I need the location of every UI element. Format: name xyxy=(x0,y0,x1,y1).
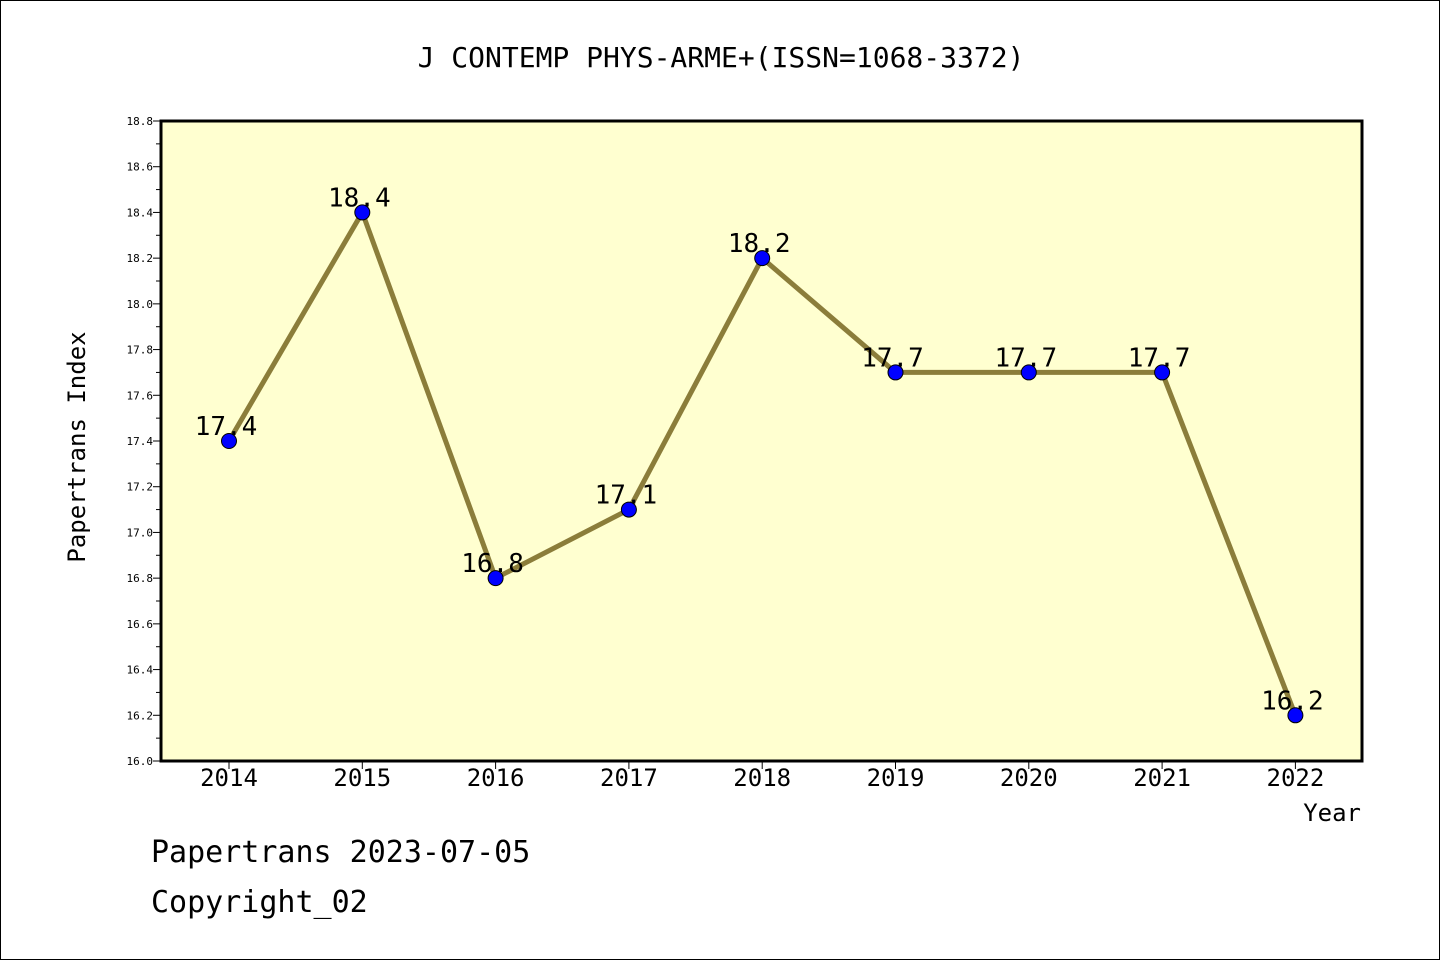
chart-title: J CONTEMP PHYS-ARME+(ISSN=1068-3372) xyxy=(418,41,1025,74)
x-axis-label: Year xyxy=(1303,799,1361,827)
series-line-group: 17.4 18.4 16.8 17.1 18.2 17.7 17.7 17.7 16.2 xyxy=(195,183,1324,724)
data-point-marker xyxy=(221,433,237,449)
data-label: 16.2 xyxy=(1261,686,1324,716)
data-point-marker xyxy=(487,570,504,587)
footer-date: Papertrans 2023-07-05 xyxy=(151,835,531,870)
data-point-marker xyxy=(754,250,771,267)
y-tick-label: 16.2 xyxy=(127,709,154,722)
y-tick-label: 16.8 xyxy=(127,572,154,585)
footer-copyright: Copyright_02 xyxy=(151,885,368,920)
y-tick-label: 18.0 xyxy=(127,298,154,311)
y-tick-label: 18.8 xyxy=(127,115,154,128)
x-tick-label: 2020 xyxy=(1000,764,1058,792)
y-tick-label: 17.4 xyxy=(127,435,154,448)
data-label: 17.7 xyxy=(1128,343,1191,373)
x-tick-label: 2016 xyxy=(467,764,525,792)
y-tick-label: 16.4 xyxy=(127,664,154,677)
x-tick-label: 2015 xyxy=(333,764,391,792)
data-label: 17.7 xyxy=(861,343,924,373)
y-tick-label: 16.0 xyxy=(127,755,154,768)
data-label: 18.4 xyxy=(328,183,391,213)
y-tick-label: 18.6 xyxy=(127,161,154,174)
x-tick-label: 2022 xyxy=(1267,764,1325,792)
x-axis: 2014 2015 2016 2017 2018 2019 2020 2021 2022 xyxy=(200,761,1324,792)
x-tick-label: 2018 xyxy=(733,764,791,792)
data-label: 18.2 xyxy=(728,229,791,259)
data-point-marker xyxy=(620,501,637,518)
y-tick-label: 18.2 xyxy=(127,252,154,265)
data-point-marker xyxy=(1154,364,1171,381)
data-label: 17.4 xyxy=(195,412,258,442)
y-tick-label: 17.0 xyxy=(127,526,154,539)
y-tick-label: 17.2 xyxy=(127,481,154,494)
y-axis-label: Papertrans Index xyxy=(63,331,91,562)
plot-area xyxy=(159,119,1364,763)
y-tick-label: 18.4 xyxy=(127,206,154,219)
y-tick-label: 17.6 xyxy=(127,389,154,402)
data-point-marker xyxy=(1287,707,1304,724)
y-axis: 16.0 16.2 16.4 16.6 16.8 17.0 17.2 17.4 17.6 17.8… xyxy=(127,115,161,768)
data-point-marker xyxy=(887,364,904,381)
x-tick-label: 2021 xyxy=(1133,764,1191,792)
data-label: 16.8 xyxy=(461,549,524,579)
x-tick-label: 2019 xyxy=(867,764,925,792)
data-point-marker xyxy=(1020,364,1037,381)
y-tick-label: 17.8 xyxy=(127,344,154,357)
data-label: 17.1 xyxy=(595,481,658,511)
x-tick-label: 2014 xyxy=(200,764,258,792)
data-label: 17.7 xyxy=(994,343,1057,373)
y-tick-label: 16.6 xyxy=(127,618,154,631)
data-point-marker xyxy=(354,204,371,221)
x-tick-label: 2017 xyxy=(600,764,658,792)
